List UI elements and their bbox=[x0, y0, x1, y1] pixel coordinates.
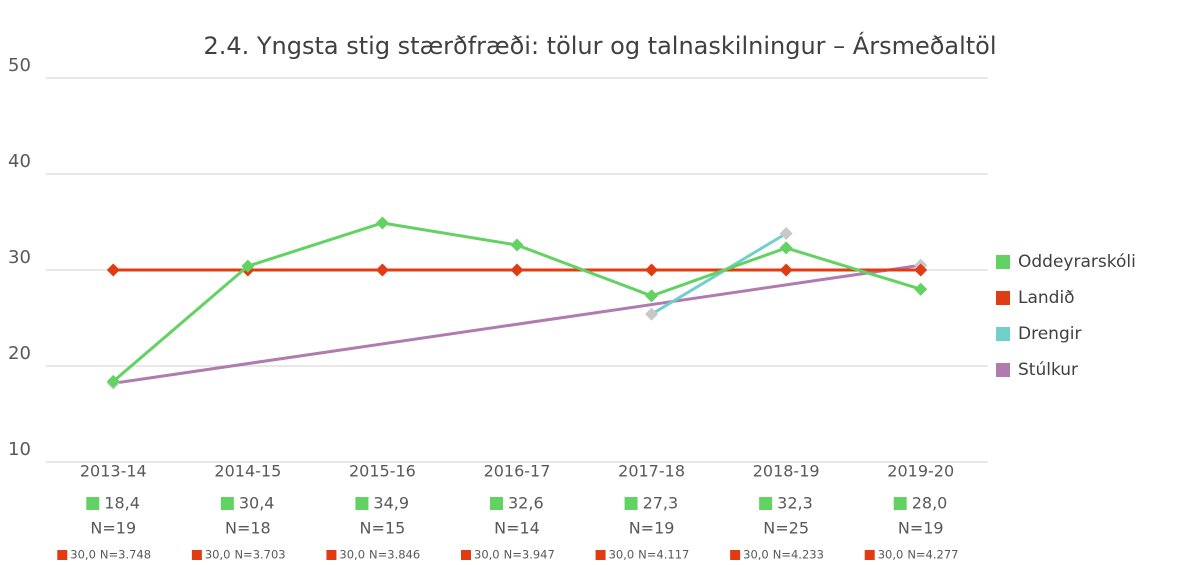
legend-key-square bbox=[624, 497, 638, 510]
legend-swatch bbox=[996, 291, 1010, 305]
x-tick-label: 2018-19 bbox=[753, 462, 820, 481]
legend-label: Oddeyrarskóli bbox=[1018, 252, 1136, 272]
point-marker bbox=[106, 263, 120, 277]
legend-swatch bbox=[996, 327, 1010, 341]
legend-key-square bbox=[730, 550, 741, 560]
legend-key-square bbox=[893, 497, 907, 510]
n-label: N=19 bbox=[629, 519, 675, 538]
value-label: 28,0 bbox=[912, 494, 948, 513]
n-label: N=25 bbox=[763, 519, 809, 538]
n-label: N=3.947 bbox=[504, 548, 555, 562]
point-marker bbox=[645, 307, 659, 321]
n-label: N=18 bbox=[225, 519, 271, 538]
n-label: N=4.233 bbox=[773, 548, 824, 562]
series-line bbox=[113, 263, 921, 385]
value-label: 30,0 bbox=[609, 548, 635, 562]
value-label: 30,0 bbox=[878, 548, 904, 562]
n-label: N=3.748 bbox=[100, 548, 151, 562]
legend-key-square bbox=[326, 550, 337, 560]
n-label: N=4.277 bbox=[907, 548, 958, 562]
x-tick-label: 2019-20 bbox=[887, 462, 954, 481]
n-label: N=19 bbox=[898, 519, 944, 538]
value-label: 30,0 bbox=[70, 548, 96, 562]
y-tick-label: 30 bbox=[8, 247, 31, 268]
point-marker bbox=[241, 259, 255, 273]
value-label: 27,3 bbox=[643, 494, 679, 513]
value-label: 34,9 bbox=[373, 494, 409, 513]
n-label: N=4.117 bbox=[638, 548, 689, 562]
point-marker bbox=[510, 263, 524, 277]
legend-key-square bbox=[57, 550, 68, 560]
legend-label: Stúlkur bbox=[1018, 360, 1078, 380]
n-label: N=14 bbox=[494, 519, 540, 538]
value-label: 30,0 bbox=[339, 548, 365, 562]
point-marker bbox=[779, 227, 793, 241]
point-marker bbox=[510, 238, 524, 252]
point-marker bbox=[375, 216, 389, 230]
legend-key-square bbox=[490, 497, 503, 510]
point-marker bbox=[779, 241, 793, 255]
y-tick-label: 20 bbox=[8, 343, 31, 364]
x-tick-label: 2014-15 bbox=[214, 462, 281, 481]
n-label: N=3.846 bbox=[369, 548, 420, 562]
series-line bbox=[650, 232, 787, 316]
chart-title: 2.4. Yngsta stig stærðfræði: tölur og ta… bbox=[203, 31, 996, 60]
value-label: 30,0 bbox=[205, 548, 231, 562]
x-tick-label: 2015-16 bbox=[349, 462, 416, 481]
legend-key-square bbox=[191, 550, 202, 560]
legend-key-square bbox=[864, 550, 875, 560]
legend-key-square bbox=[220, 497, 234, 510]
point-marker bbox=[914, 282, 928, 296]
legend-key-square bbox=[595, 550, 606, 560]
point-marker bbox=[375, 263, 389, 277]
legend-key-square bbox=[461, 550, 471, 560]
x-tick-label: 2013-14 bbox=[80, 462, 147, 481]
point-marker bbox=[106, 374, 120, 388]
y-tick-label: 40 bbox=[8, 151, 31, 172]
legend-key-square bbox=[759, 497, 773, 510]
legend-label: Drengir bbox=[1018, 324, 1081, 344]
value-label: 18,4 bbox=[104, 494, 140, 513]
value-label: 30,4 bbox=[239, 494, 275, 513]
legend-label: Landið bbox=[1018, 288, 1075, 308]
value-label: 32,6 bbox=[508, 494, 544, 513]
n-label: N=15 bbox=[360, 519, 406, 538]
point-marker bbox=[645, 289, 659, 303]
n-label: N=3.703 bbox=[234, 548, 285, 562]
x-tick-label: 2016-17 bbox=[484, 462, 551, 481]
legend-swatch bbox=[996, 363, 1010, 377]
legend-swatch bbox=[996, 255, 1010, 269]
n-label: N=19 bbox=[90, 519, 136, 538]
point-marker bbox=[779, 263, 793, 277]
point-marker bbox=[914, 263, 928, 277]
y-tick-label: 50 bbox=[8, 55, 31, 76]
legend-key-square bbox=[86, 497, 100, 510]
y-tick-label: 10 bbox=[8, 439, 31, 460]
value-label: 30,0 bbox=[474, 548, 500, 562]
legend-key-square bbox=[355, 497, 369, 510]
value-label: 32,3 bbox=[777, 494, 813, 513]
point-marker bbox=[645, 263, 659, 277]
x-tick-label: 2017-18 bbox=[618, 462, 685, 481]
value-label: 30,0 bbox=[743, 548, 769, 562]
